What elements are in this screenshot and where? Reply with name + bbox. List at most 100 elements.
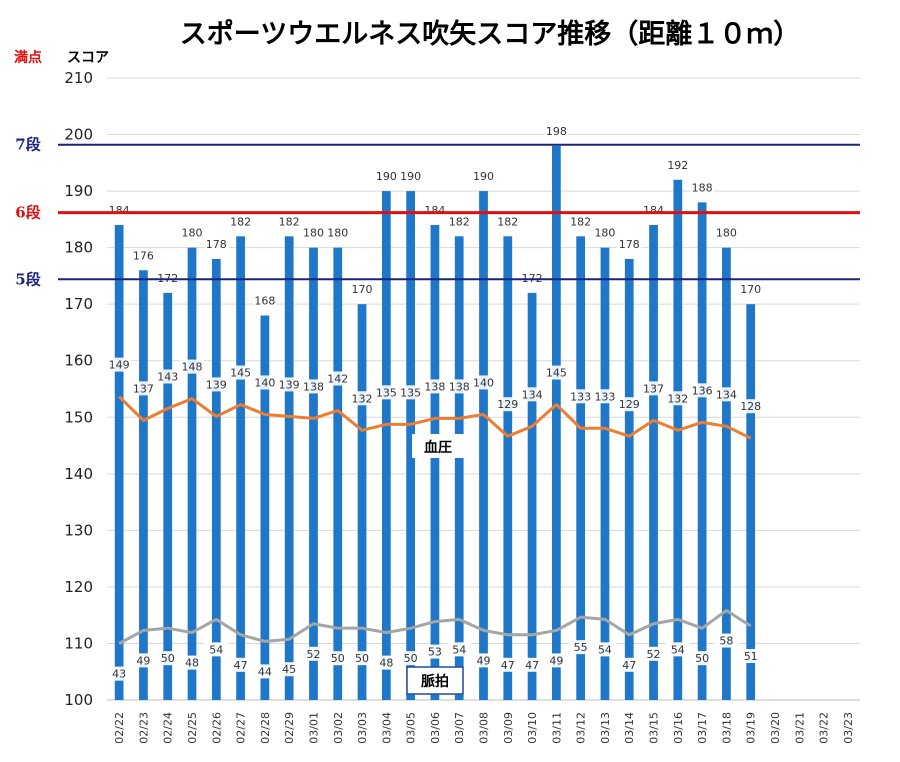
pulse-label-bg <box>228 657 253 672</box>
score-label-bg <box>714 225 739 240</box>
score-label-bg <box>252 293 277 308</box>
pulse-label: 50 <box>404 652 418 665</box>
pulse-label: 47 <box>525 659 539 672</box>
score-label-bg <box>398 169 423 184</box>
score-bar <box>333 247 343 701</box>
score-label-bg <box>617 236 642 251</box>
score-bar <box>746 304 756 700</box>
pulse-label-bg <box>350 651 375 666</box>
pulse-annotation-box <box>406 666 464 695</box>
bp-label: 133 <box>570 390 591 403</box>
x-tick-label: 03/04 <box>380 712 393 744</box>
x-tick-label: 03/10 <box>526 712 539 744</box>
x-tick-label: 03/01 <box>307 712 320 744</box>
y-tick-label: 160 <box>64 352 93 370</box>
score-label: 178 <box>619 238 640 251</box>
pulse-label-bg <box>592 642 617 657</box>
annotations: 血圧 脈拍 <box>406 434 464 695</box>
x-tick-label: 02/27 <box>235 712 248 744</box>
score-label-bg <box>374 169 399 184</box>
y-tick-label: 120 <box>64 578 93 596</box>
bp-label: 139 <box>279 378 300 391</box>
bp-label-bg <box>350 391 375 406</box>
pulse-label: 47 <box>234 659 248 672</box>
score-label-bg <box>131 248 156 263</box>
score-bar <box>260 315 270 700</box>
score-bar <box>673 179 683 701</box>
bp-label-bg <box>617 397 642 412</box>
score-label-bg <box>495 214 520 229</box>
bp-label: 132 <box>352 392 373 405</box>
x-tick-label: 03/12 <box>575 712 588 744</box>
score-bar <box>479 191 488 700</box>
pulse-line <box>118 609 752 645</box>
bp-label-bg <box>641 381 666 396</box>
pulse-label: 47 <box>501 659 515 672</box>
reference-lines: 7段 6段 5段 <box>15 136 860 288</box>
bp-label-bg <box>592 389 617 404</box>
y-tick-label: 150 <box>64 408 93 426</box>
x-tick-label: 03/22 <box>818 712 831 744</box>
bp-label-bg <box>471 375 496 390</box>
pulse-label-bg <box>714 633 739 648</box>
bp-label: 142 <box>327 372 348 385</box>
pulse-label-bg <box>325 651 350 666</box>
bp-label: 138 <box>303 380 324 393</box>
score-bar <box>722 247 731 701</box>
full-score-label: 満点 <box>14 49 42 66</box>
bp-label: 132 <box>667 392 688 405</box>
bars <box>114 145 756 701</box>
score-bar <box>114 225 124 700</box>
score-label: 190 <box>400 170 421 183</box>
score-label: 190 <box>473 170 494 183</box>
pulse-label: 54 <box>671 643 685 656</box>
score-bar <box>649 225 658 700</box>
score-bar <box>211 258 221 700</box>
pulse-label-bg <box>301 646 326 661</box>
bp-label-bg <box>568 389 593 404</box>
pulse-label: 50 <box>331 652 345 665</box>
score-bar <box>406 191 416 700</box>
bp-label-bg <box>690 383 715 398</box>
data-labels: 1841761721801781821681821801801701901901… <box>107 123 763 681</box>
bp-label-bg <box>398 385 423 400</box>
bp-label: 138 <box>424 380 445 393</box>
x-tick-label: 03/07 <box>453 712 466 744</box>
pulse-label-bg <box>277 662 302 677</box>
score-label: 184 <box>643 204 664 217</box>
bp-label: 129 <box>497 398 518 411</box>
pulse-label-bg <box>617 657 642 672</box>
score-label: 178 <box>206 238 227 251</box>
bp-label-bg <box>180 359 205 374</box>
score-bar <box>187 247 197 701</box>
bp-label: 129 <box>619 398 640 411</box>
score-label-bg <box>544 123 569 138</box>
bp-label-bg <box>738 399 763 414</box>
score-label: 168 <box>254 294 275 307</box>
score-bar <box>503 236 513 700</box>
x-tick-label: 03/18 <box>720 712 733 744</box>
score-label: 170 <box>352 283 373 296</box>
pulse-label: 50 <box>695 652 709 665</box>
pulse-label-bg <box>447 642 472 657</box>
score-bar <box>624 258 634 700</box>
bp-label: 136 <box>692 384 713 397</box>
bp-label: 135 <box>400 386 421 399</box>
x-tick-label: 03/06 <box>429 712 442 744</box>
x-tick-label: 02/22 <box>113 712 126 744</box>
bp-label: 140 <box>254 376 275 389</box>
pulse-label-bg <box>738 648 763 663</box>
bp-label-bg <box>544 365 569 380</box>
x-tick-label: 03/11 <box>550 712 563 744</box>
x-tick-label: 02/28 <box>259 712 272 744</box>
score-bar <box>284 236 294 700</box>
pulse-label: 43 <box>112 668 126 681</box>
x-tick-label: 03/21 <box>793 712 806 744</box>
y-tick-label: 110 <box>64 634 93 652</box>
pulse-label: 54 <box>209 643 223 656</box>
score-bar <box>600 247 610 701</box>
score-bar <box>551 145 561 700</box>
x-tick-label: 02/26 <box>210 712 223 744</box>
pulse-label-bg <box>204 642 229 657</box>
bp-annotation: 血圧 <box>424 439 452 456</box>
